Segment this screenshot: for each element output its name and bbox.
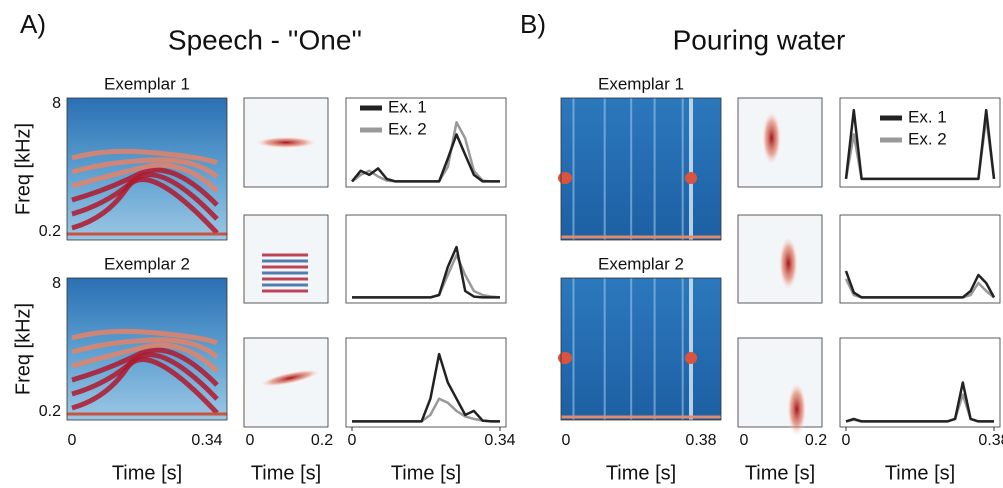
- spectrogram-frame: [66, 277, 228, 421]
- spectrogram-band: [71, 352, 219, 401]
- filter-blob: [254, 136, 318, 149]
- spectrogram-spot: [685, 352, 697, 364]
- trace-line: [351, 133, 500, 183]
- x-tick-label: 0: [740, 432, 749, 449]
- exemplar-label: Exemplar 2: [104, 254, 190, 273]
- panel-title: Pouring water: [673, 24, 846, 55]
- exemplar-label: Exemplar 1: [104, 74, 190, 93]
- filter-blob: [258, 369, 322, 387]
- x-tick-label: 0.34: [484, 432, 515, 449]
- x-axis-label: Time [s]: [251, 462, 321, 484]
- x-tick-label: 0.38: [978, 432, 1003, 449]
- spectrogram-band: [71, 328, 219, 346]
- x-axis-label: Time [s]: [885, 462, 955, 484]
- spectrogram-frame: [66, 97, 228, 241]
- legend-label: Ex. 2: [388, 119, 427, 138]
- spectrogram: [561, 278, 721, 420]
- x-tick-label: 0: [246, 432, 255, 449]
- trace-line: [844, 108, 996, 181]
- y-tick-label: 8: [52, 275, 61, 292]
- x-axis-label: Time [s]: [391, 462, 461, 484]
- spectrogram-frame: [560, 97, 722, 241]
- legend-label: Ex. 1: [388, 97, 427, 116]
- x-axis-label: Time [s]: [745, 462, 815, 484]
- filter-panel: [243, 214, 329, 304]
- legend-label: Ex. 1: [908, 107, 947, 126]
- spectrogram-band: [71, 172, 219, 221]
- spectrogram-band: [71, 162, 219, 193]
- exemplar-label: Exemplar 2: [598, 254, 684, 273]
- x-tick-label: 0: [348, 432, 357, 449]
- panel-label: A): [20, 9, 46, 39]
- x-axis-label: Time [s]: [112, 462, 182, 484]
- spectrogram-band: [71, 148, 219, 166]
- panel-title: Speech - ''One'': [168, 24, 362, 55]
- trace-panel: [345, 337, 507, 428]
- spectrogram-band: [71, 347, 219, 387]
- spectrogram-spot: [558, 352, 572, 364]
- x-tick-label: 0: [562, 432, 571, 449]
- spectrogram-frame: [560, 277, 722, 421]
- spectrogram: [561, 98, 721, 240]
- y-axis-label: Freq [kHz]: [12, 303, 34, 395]
- x-tick-label: 0: [842, 432, 851, 449]
- spectrogram-band: [71, 167, 219, 207]
- filter-blob: [778, 235, 799, 292]
- spectrogram-spot: [558, 172, 572, 184]
- trace-panel: [839, 97, 1001, 188]
- legend-label: Ex. 2: [908, 129, 947, 148]
- filter-blob: [786, 381, 807, 438]
- x-tick-label: 0.2: [311, 432, 333, 449]
- x-tick-label: 0.38: [685, 432, 716, 449]
- spectrogram-band: [71, 157, 219, 179]
- spectrogram-band: [71, 342, 219, 373]
- trace-line: [844, 270, 996, 299]
- x-tick-label: 0: [68, 432, 77, 449]
- trace-panel: [839, 214, 1001, 304]
- trace-panel: [839, 337, 1001, 428]
- y-tick-label: 0.2: [39, 223, 61, 240]
- exemplar-label: Exemplar 1: [598, 74, 684, 93]
- x-tick-label: 0.34: [191, 432, 222, 449]
- trace-line: [352, 245, 500, 299]
- trace-line: [845, 381, 994, 423]
- filter-panel: [737, 337, 823, 428]
- y-tick-label: 0.2: [39, 403, 61, 420]
- spectrogram-band: [71, 337, 219, 359]
- spectrogram-spot: [685, 172, 697, 184]
- x-axis-label: Time [s]: [606, 462, 676, 484]
- x-tick-label: 0.2: [805, 432, 827, 449]
- trace-line: [352, 352, 500, 423]
- trace-panel: [345, 214, 507, 304]
- filter-blob: [761, 110, 782, 167]
- y-tick-label: 8: [52, 95, 61, 112]
- panel-label: B): [520, 9, 546, 39]
- y-axis-label: Freq [kHz]: [12, 123, 34, 215]
